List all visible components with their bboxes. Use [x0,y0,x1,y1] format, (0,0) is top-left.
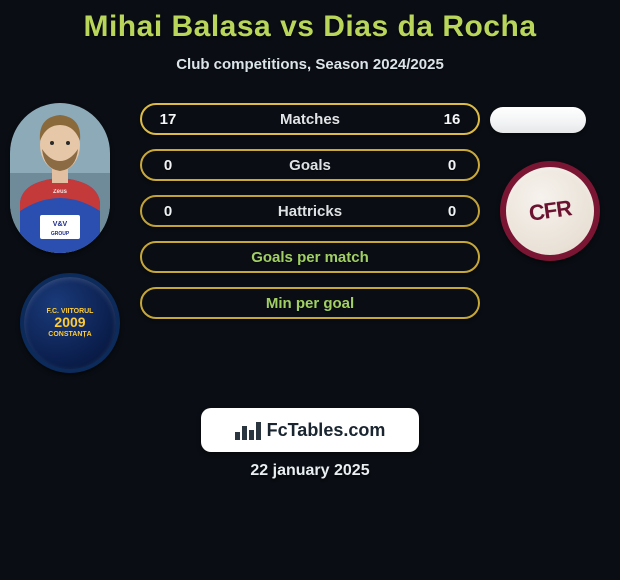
club-right-badge: CFR [500,161,600,261]
stat-label: Hattricks [178,203,442,220]
player-left-avatar: V&V GROUP Zeus [10,103,110,253]
comparison-stage: V&V GROUP Zeus F.C. VIITORUL 2009 CONSTA… [0,103,620,403]
stat-pill-list: 17Matches160Goals00Hattricks0Goals per m… [140,103,480,319]
page-subtitle: Club competitions, Season 2024/2025 [0,56,620,73]
stat-label: Min per goal [178,295,442,312]
brand-bars-icon [235,420,261,440]
stat-pill: Min per goal [140,287,480,319]
stat-pill: Goals per match [140,241,480,273]
club-left-year: 2009 [47,315,94,330]
stat-left-value: 0 [158,157,178,174]
stat-pill: 0Hattricks0 [140,195,480,227]
club-left-bottom: CONSTANȚA [48,331,91,338]
stat-pill: 17Matches16 [140,103,480,135]
snapshot-date: 22 january 2025 [0,462,620,480]
svg-text:V&V: V&V [53,221,68,228]
stat-label: Matches [178,111,442,128]
stat-left-value: 0 [158,203,178,220]
stat-right-value: 16 [442,111,462,128]
stat-label: Goals [178,157,442,174]
brand-badge: FcTables.com [201,408,419,452]
svg-text:Zeus: Zeus [53,189,68,195]
stat-pill: 0Goals0 [140,149,480,181]
club-left-badge: F.C. VIITORUL 2009 CONSTANȚA [20,273,120,373]
club-right-abbrev: CFR [527,195,572,227]
stat-right-value: 0 [442,157,462,174]
stat-label: Goals per match [178,249,442,266]
page-title: Mihai Balasa vs Dias da Rocha [0,0,620,44]
stat-right-value: 0 [442,203,462,220]
player-right-placeholder [490,107,586,133]
stat-left-value: 17 [158,111,178,128]
svg-text:GROUP: GROUP [51,231,70,237]
brand-text: FcTables.com [267,420,386,441]
